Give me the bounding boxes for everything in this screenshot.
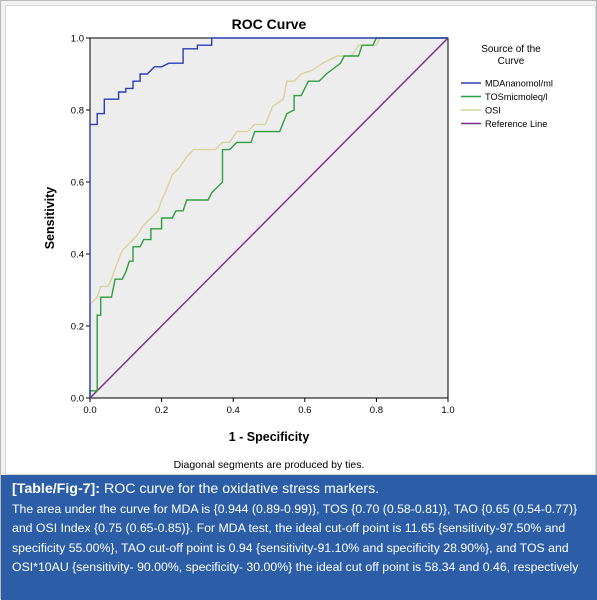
legend-label: TOSmicmoleq/l — [485, 92, 548, 102]
y-tick-label: 0.2 — [71, 322, 84, 333]
legend-label: OSI — [485, 106, 501, 116]
caption-body: The area under the curve for MDA is {0.9… — [12, 502, 579, 575]
y-tick-label: 0.4 — [71, 250, 84, 261]
series-line-osi — [89, 37, 448, 398]
series-line-mdananomol-ml — [89, 37, 448, 398]
chart-footnote: Diagonal segments are produced by ties. — [174, 459, 365, 471]
y-tick-label: 0.8 — [71, 106, 84, 117]
legend-title: Source of the Curve — [481, 44, 541, 67]
y-tick-label: 1.0 — [71, 34, 84, 45]
x-tick-label: 1.0 — [441, 405, 454, 416]
y-tick-label: 0.6 — [71, 178, 84, 189]
figure-caption: [Table/Fig-7]: ROC curve for the oxidati… — [1, 475, 597, 600]
legend-label: Reference Line — [485, 119, 547, 129]
caption-heading: [Table/Fig-7]: ROC curve for the oxidati… — [12, 480, 588, 498]
roc-chart: ROC Curve 0.0 0.2 0.4 0.6 0.8 1.0 0.0 0.2 0.4 0.6 0… — [43, 16, 553, 471]
series-line-tosmicmoleq-l — [89, 37, 448, 398]
caption-headline: ROC curve for the oxidative stress marke… — [100, 481, 380, 497]
caption-tag: [Table/Fig-7]: — [12, 481, 101, 497]
x-tick-label: 0.4 — [227, 405, 240, 416]
x-tick-label: 0.8 — [370, 405, 383, 416]
x-tick-label: 0.2 — [155, 405, 168, 416]
x-axis-label: 1 - Specificity — [229, 430, 310, 444]
y-tick-label: 0.0 — [71, 394, 84, 405]
x-tick-label: 0.6 — [298, 405, 311, 416]
y-axis-label: Sensitivity — [43, 187, 57, 250]
series-line-reference-line — [89, 37, 449, 399]
chart-panel: ROC Curve 0.0 0.2 0.4 0.6 0.8 1.0 0.0 0.2 0.4 0.6 0… — [5, 5, 596, 475]
chart-title: ROC Curve — [232, 16, 307, 32]
x-tick-label: 0.0 — [83, 405, 96, 416]
legend-label: MDAnanomol/ml — [485, 79, 553, 89]
